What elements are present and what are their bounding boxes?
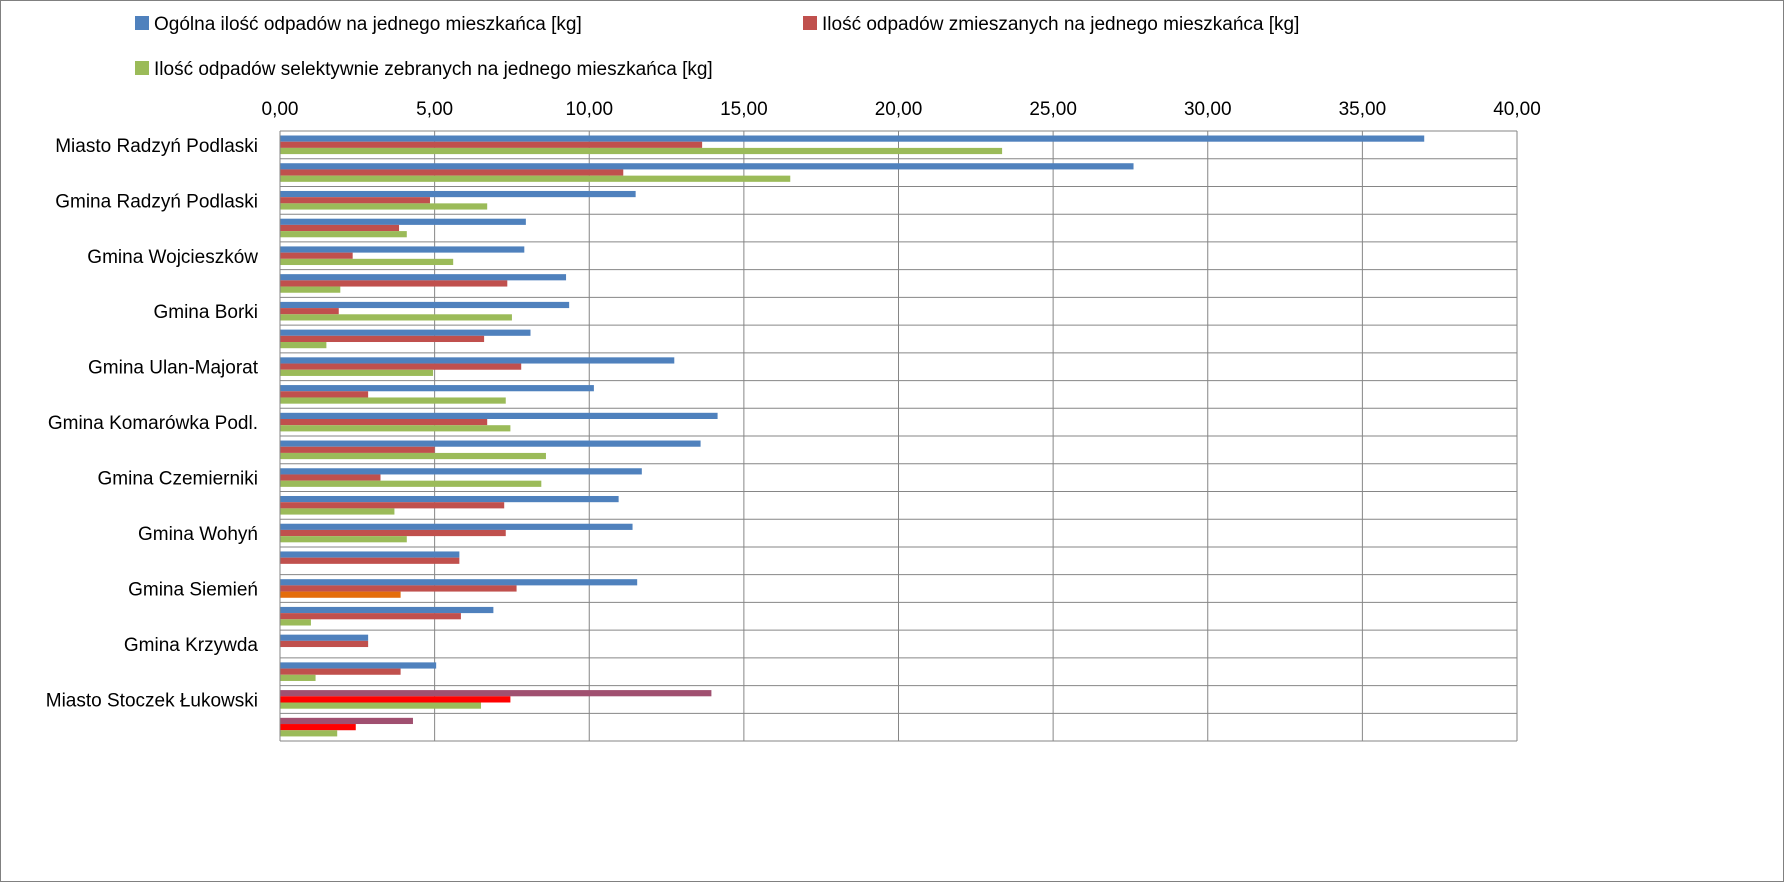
bar-series-2 (280, 446, 435, 453)
legend-label-3: Ilość odpadów selektywnie zebranych na j… (154, 59, 713, 80)
bar-series-3 (280, 674, 316, 681)
x-tick-label: 0,00 (262, 99, 299, 120)
bar-series-2 (280, 280, 508, 287)
bar-series-2 (280, 391, 369, 398)
bar-series-3 (280, 342, 327, 349)
bar-series-2 (280, 308, 339, 315)
bar-series-2 (280, 613, 461, 620)
bar-series-2 (280, 696, 511, 703)
bar-series-2 (280, 640, 369, 648)
bar-series-3 (280, 147, 1003, 155)
gridlines (279, 130, 1518, 742)
bar-series-2 (280, 502, 505, 509)
bar-series-1 (280, 551, 460, 558)
bar-series-3 (280, 536, 407, 543)
bar-series-1 (280, 135, 1425, 142)
x-tick-label: 40,00 (1493, 99, 1541, 120)
bar-series-2 (280, 224, 400, 232)
category-labels: Miasto Radzyń Podlaski Gmina Radzyń Podla… (46, 136, 259, 712)
bar-series-1 (280, 301, 570, 309)
bar-series-2 (280, 585, 517, 592)
bar-series-3 (280, 286, 341, 293)
bar-series-2 (280, 529, 506, 537)
x-tick-label: 30,00 (1184, 99, 1232, 120)
bar-series-3 (280, 203, 488, 210)
bar-series-1 (280, 662, 437, 669)
category-label: Gmina Ulan-Majorat (88, 358, 259, 379)
legend-swatch-3 (135, 61, 149, 75)
bar-series-3 (280, 258, 454, 266)
bar-series-2 (280, 169, 624, 176)
category-label: Miasto Stoczek Łukowski (46, 690, 258, 711)
bar-series-3 (280, 702, 482, 709)
category-label: Miasto Radzyń Podlaski (55, 136, 258, 157)
bar-series-2 (280, 724, 356, 731)
bar-series-1 (280, 163, 1134, 170)
bar-series-1 (280, 190, 636, 198)
bar-series-1 (280, 579, 638, 586)
category-label: Gmina Krzywda (124, 635, 259, 656)
category-label: Gmina Wohyń (138, 524, 258, 545)
bar-series-3 (280, 452, 546, 460)
bar-series-3 (280, 231, 407, 238)
bar-series-1 (280, 606, 494, 614)
legend: Ogólna ilość odpadów na jednego mieszkań… (135, 14, 1299, 80)
bar-series-3 (280, 619, 311, 626)
x-axis-ticks: 0,00 5,00 10,00 15,00 20,00 25,00 30,00 35,00 40… (262, 99, 1541, 120)
bar-series-2 (280, 668, 401, 675)
axes (279, 130, 1517, 742)
x-tick-label: 25,00 (1029, 99, 1077, 120)
legend-label-2: Ilość odpadów zmieszanych na jednego mie… (822, 14, 1299, 35)
x-tick-label: 5,00 (416, 99, 453, 120)
bar-series-3 (280, 730, 338, 737)
bar-series-1 (280, 357, 675, 364)
bar-series-1 (280, 634, 369, 641)
x-tick-label: 35,00 (1339, 99, 1387, 120)
bar-series-3 (280, 314, 512, 321)
bar-series-1 (280, 218, 526, 225)
bar-series-1 (280, 440, 701, 447)
bars (280, 135, 1425, 737)
bar-series-1 (280, 468, 642, 475)
bar-series-2 (280, 474, 381, 481)
legend-label-1: Ogólna ilość odpadów na jednego mieszkań… (154, 14, 582, 35)
bar-series-1 (280, 412, 718, 419)
bar-series-1 (280, 495, 619, 503)
bar-series-3 (280, 425, 511, 432)
bar-series-2 (280, 335, 485, 343)
x-tick-label: 10,00 (565, 99, 613, 120)
x-tick-label: 20,00 (875, 99, 923, 120)
bar-series-1 (280, 523, 633, 530)
bar-series-1 (280, 274, 567, 281)
category-label: Gmina Czemierniki (98, 469, 258, 490)
category-label: Gmina Komarówka Podl. (48, 413, 258, 434)
bar-series-1 (280, 329, 531, 336)
bar-series-2 (280, 252, 353, 259)
category-label: Gmina Radzyń Podlaski (55, 191, 258, 212)
bar-series-3 (280, 480, 542, 487)
bar-series-1 (280, 690, 712, 697)
bar-series-3 (280, 175, 791, 182)
bar-series-2 (280, 557, 460, 564)
category-label: Gmina Borki (153, 302, 258, 323)
legend-swatch-2 (803, 16, 817, 30)
bar-series-1 (280, 717, 413, 725)
category-label: Gmina Wojcieszków (87, 247, 258, 268)
bar-series-3 (280, 397, 506, 404)
bar-series-2 (280, 197, 430, 204)
x-tick-label: 15,00 (720, 99, 768, 120)
category-label: Gmina Siemień (128, 580, 258, 601)
bar-series-3 (280, 369, 434, 376)
legend-swatch-1 (135, 16, 149, 30)
bar-series-2 (280, 363, 522, 370)
bar-series-1 (280, 385, 594, 392)
bar-series-2 (280, 141, 703, 148)
bar-series-1 (280, 246, 525, 253)
bar-series-3 (280, 508, 395, 515)
bar-series-2 (280, 419, 488, 426)
bar-series-3 (280, 591, 401, 598)
